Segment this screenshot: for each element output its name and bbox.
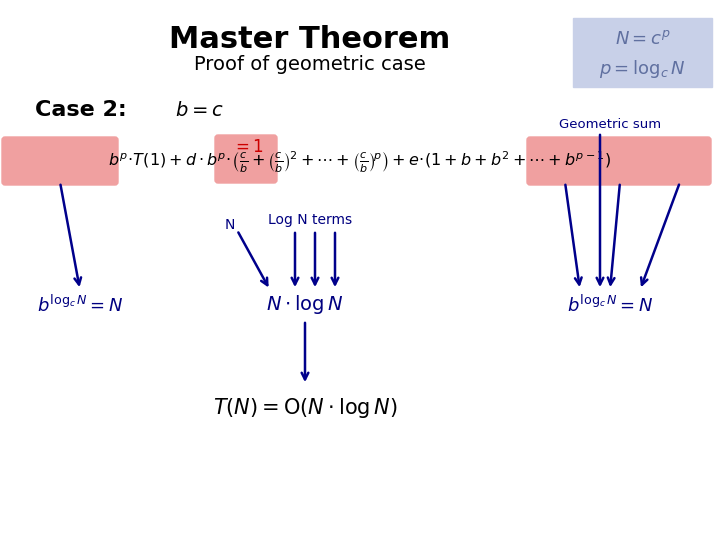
Text: $N=c^{p}$: $N=c^{p}$ bbox=[615, 30, 670, 49]
Text: $b^{\log_c N}=N$: $b^{\log_c N}=N$ bbox=[37, 294, 123, 315]
Text: $T(N)=\mathrm{O}(N\cdot\log N)$: $T(N)=\mathrm{O}(N\cdot\log N)$ bbox=[213, 396, 397, 420]
Text: Log N terms: Log N terms bbox=[268, 213, 352, 227]
Text: Geometric sum: Geometric sum bbox=[559, 118, 661, 132]
FancyBboxPatch shape bbox=[573, 18, 712, 87]
Text: $=1$: $=1$ bbox=[233, 138, 264, 156]
Text: Master Theorem: Master Theorem bbox=[169, 25, 451, 55]
Text: $p=\log_c N$: $p=\log_c N$ bbox=[599, 58, 685, 80]
Text: $b^{p}\!\cdot\! T(1)+d\cdot b^{p}\!\cdot\!\left(\frac{c}{b}+\left(\frac{c}{b}\ri: $b^{p}\!\cdot\! T(1)+d\cdot b^{p}\!\cdot… bbox=[109, 150, 611, 174]
FancyBboxPatch shape bbox=[2, 137, 118, 185]
FancyBboxPatch shape bbox=[527, 137, 711, 185]
Text: Case 2:: Case 2: bbox=[35, 100, 127, 120]
Text: $b=c$: $b=c$ bbox=[175, 100, 224, 119]
Text: N: N bbox=[225, 218, 235, 232]
Text: $N\cdot\log N$: $N\cdot\log N$ bbox=[266, 294, 343, 316]
Text: Proof of geometric case: Proof of geometric case bbox=[194, 56, 426, 75]
Text: $b^{\log_c N}=N$: $b^{\log_c N}=N$ bbox=[567, 294, 653, 315]
FancyBboxPatch shape bbox=[215, 135, 277, 183]
